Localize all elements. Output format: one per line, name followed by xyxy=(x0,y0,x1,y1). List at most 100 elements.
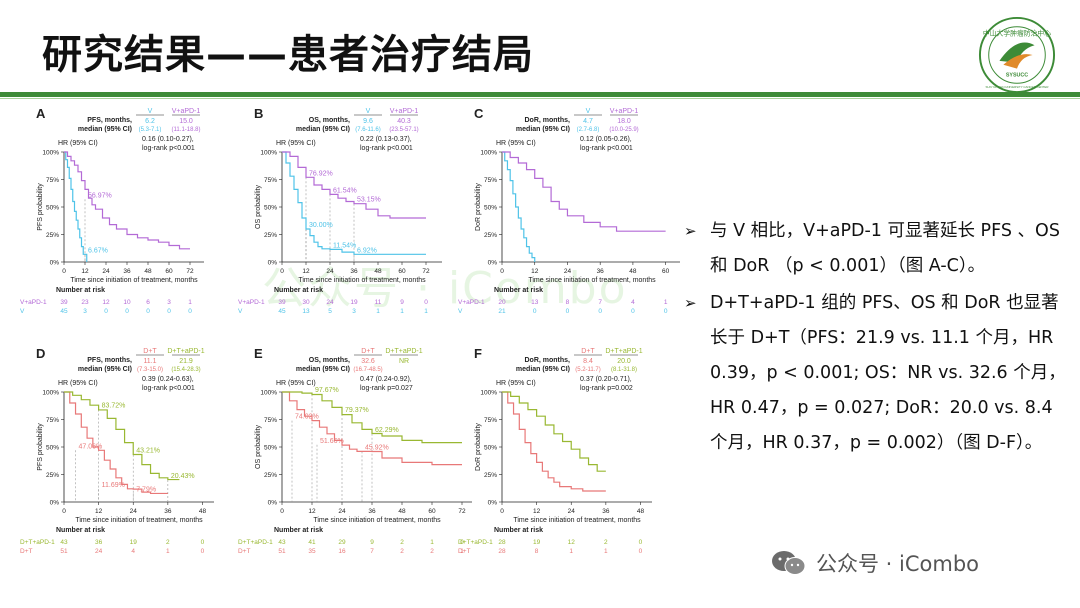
risk-row-name: D+T+aPD-1 xyxy=(238,539,273,546)
logo-text-top: 中山大学肿瘤防治中心 xyxy=(983,29,1051,38)
risk-count: 13 xyxy=(531,299,539,306)
risk-count: 4 xyxy=(631,299,635,306)
header-label: OS, months, xyxy=(309,357,350,364)
hr-label: HR (95% CI) xyxy=(496,140,536,147)
series-name: V xyxy=(366,108,371,115)
km-annotation: 30.00% xyxy=(309,222,333,229)
page-title: 研究结果——患者治疗结局 xyxy=(42,32,534,78)
risk-count: 20 xyxy=(498,299,506,306)
risk-count: 3 xyxy=(167,299,171,306)
km-annotation: 74.02% xyxy=(295,414,319,421)
km-annotation: 62.29% xyxy=(375,427,399,434)
risk-row-name: D+T xyxy=(20,548,32,555)
risk-count: 10 xyxy=(123,299,131,306)
background-watermark: 公众号 · iCombo xyxy=(262,263,628,314)
km-curve-d-t xyxy=(64,391,168,495)
y-tick-label: 50% xyxy=(46,445,59,452)
risk-count: 11 xyxy=(375,299,382,306)
median-ci: (16.7-48.5) xyxy=(353,367,382,373)
median-value: 32.6 xyxy=(361,358,375,365)
km-panel-f: F DoR, months, median (95% CI) D+T 8.4 (5.2-1… xyxy=(458,346,652,555)
y-tick-label: 25% xyxy=(264,472,277,479)
panel-letter: A xyxy=(36,106,46,121)
x-tick-label: 0 xyxy=(280,508,284,515)
risk-count: 1 xyxy=(604,548,608,555)
median-ci: (23.5-57.1) xyxy=(389,127,418,133)
median-ci: (2.7-6.8) xyxy=(577,127,600,133)
hr-value: 0.37 (0.20-0.71), xyxy=(580,376,632,383)
risk-count: 12 xyxy=(568,539,576,546)
bullet-item-1: ➢ 与 V 相比，V+aPD-1 可显著延长 PFS 、OS 和 DoR （p … xyxy=(684,214,1068,284)
log-rank-p: log-rank p<0.001 xyxy=(142,145,195,152)
risk-label: Number at risk xyxy=(494,527,543,534)
risk-label: Number at risk xyxy=(56,527,105,534)
risk-row-name: D+T xyxy=(238,548,250,555)
panel-letter: C xyxy=(474,106,484,121)
y-tick-label: 50% xyxy=(264,445,277,452)
log-rank-p: log-rank p=0.002 xyxy=(580,385,633,392)
median-value: 18.0 xyxy=(617,118,631,125)
y-tick-label: 50% xyxy=(264,205,277,212)
y-tick-label: 0% xyxy=(488,500,498,507)
header-label: OS, months, xyxy=(309,117,350,124)
x-tick-label: 12 xyxy=(95,508,103,515)
km-annotation: 47.06% xyxy=(79,443,103,450)
km-annotation: 20.43% xyxy=(171,473,195,480)
x-tick-label: 0 xyxy=(62,508,66,515)
risk-row-name: V+aPD-1 xyxy=(458,299,485,306)
km-curve-d-t xyxy=(502,391,606,492)
risk-count: 3 xyxy=(352,308,356,315)
risk-count: 19 xyxy=(130,539,138,546)
y-tick-label: 0% xyxy=(50,260,60,267)
risk-count: 2 xyxy=(604,539,608,546)
risk-label: Number at risk xyxy=(274,527,323,534)
risk-row-name: V xyxy=(238,308,243,315)
risk-count: 0 xyxy=(533,308,537,315)
x-tick-label: 12 xyxy=(531,268,539,275)
header-label: PFS, months, xyxy=(87,357,132,364)
risk-count: 21 xyxy=(498,308,506,315)
wechat-watermark-text: 公众号 · iCombo xyxy=(816,552,980,576)
risk-count: 43 xyxy=(60,539,68,546)
y-tick-label: 50% xyxy=(484,445,497,452)
y-tick-label: 100% xyxy=(480,390,497,397)
risk-count: 9 xyxy=(370,539,374,546)
risk-count: 1 xyxy=(664,299,668,306)
risk-count: 0 xyxy=(201,548,205,555)
risk-count: 13 xyxy=(302,308,310,315)
risk-count: 0 xyxy=(631,308,635,315)
risk-row-name: D+T xyxy=(458,548,470,555)
y-tick-label: 100% xyxy=(42,390,59,397)
risk-count: 51 xyxy=(278,548,286,555)
x-tick-label: 72 xyxy=(422,268,430,275)
hr-value: 0.22 (0.13-0.37), xyxy=(360,136,412,143)
median-value: 40.3 xyxy=(397,118,411,125)
x-tick-label: 24 xyxy=(326,268,334,275)
risk-count: 6 xyxy=(146,299,150,306)
x-tick-label: 60 xyxy=(398,268,406,275)
series-name: V xyxy=(148,108,153,115)
median-value: 15.0 xyxy=(179,118,193,125)
x-tick-label: 72 xyxy=(458,508,466,515)
risk-row-name: V+aPD-1 xyxy=(238,299,265,306)
risk-count: 45 xyxy=(278,308,286,315)
header-label: median (95% CI) xyxy=(78,126,132,133)
risk-count: 41 xyxy=(308,539,316,546)
log-rank-p: log-rank p<0.001 xyxy=(580,145,633,152)
risk-row-name: D+T+aPD-1 xyxy=(458,539,493,546)
km-annotation: 11.54% xyxy=(333,242,356,249)
header-label: DoR, months, xyxy=(525,117,571,124)
series-name: V xyxy=(586,108,591,115)
km-curve-v-apd-1 xyxy=(282,151,426,219)
km-annotation: 76.92% xyxy=(309,170,333,177)
series-name: D+T+aPD-1 xyxy=(605,348,642,355)
y-axis-label: DoR probability xyxy=(475,183,482,231)
log-rank-p: log-rank p<0.001 xyxy=(142,385,195,392)
x-axis-label: Time since initiation of treatment, mont… xyxy=(298,277,426,284)
x-tick-label: 36 xyxy=(368,508,376,515)
x-tick-label: 0 xyxy=(62,268,66,275)
risk-count: 30 xyxy=(302,299,310,306)
x-tick-label: 48 xyxy=(144,268,152,275)
x-tick-label: 12 xyxy=(302,268,310,275)
km-annotation: 11.69% xyxy=(102,482,125,489)
